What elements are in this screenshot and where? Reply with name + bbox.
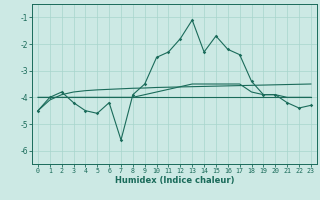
X-axis label: Humidex (Indice chaleur): Humidex (Indice chaleur) xyxy=(115,176,234,185)
